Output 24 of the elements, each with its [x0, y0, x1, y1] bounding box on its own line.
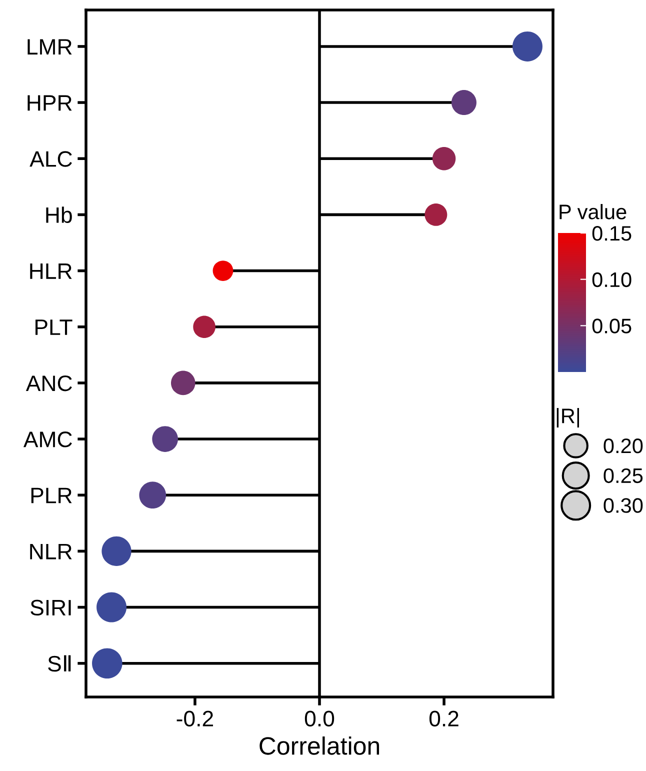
legend-label: 0.25 [604, 468, 643, 484]
x-axis-title: Correlation [260, 736, 380, 755]
y-tick-label: AMC [23, 432, 72, 448]
legend-label: 0.20 [604, 438, 643, 454]
x-tick-label: 0.2 [429, 710, 458, 727]
y-tick-label: ALC [30, 151, 72, 167]
y-tick-label: PLT [36, 320, 72, 335]
legend-label: 0.30 [604, 498, 643, 513]
y-tick-label: SIRI [30, 600, 71, 616]
color-bar-label: 0.05 [592, 318, 632, 334]
y-tick-label: Hb [46, 206, 72, 223]
y-tick-label: LMR [28, 39, 72, 55]
color-bar-label: 0.15 [592, 226, 632, 241]
y-tick-label: NLR [30, 544, 72, 560]
color-bar-title: P value [560, 204, 626, 220]
legend-title: |R| [556, 408, 580, 428]
y-tick-label: ANC [26, 375, 72, 392]
x-tick-label: -0.2 [176, 710, 213, 727]
y-tick-label: SⅡ [48, 655, 71, 672]
y-tick-label: PLR [31, 488, 72, 504]
color-bar-label: 0.10 [592, 272, 632, 288]
y-tick-label: HPR [28, 95, 72, 111]
x-tick-label: 0.0 [304, 710, 334, 727]
y-tick-label: HLR [30, 264, 72, 279]
